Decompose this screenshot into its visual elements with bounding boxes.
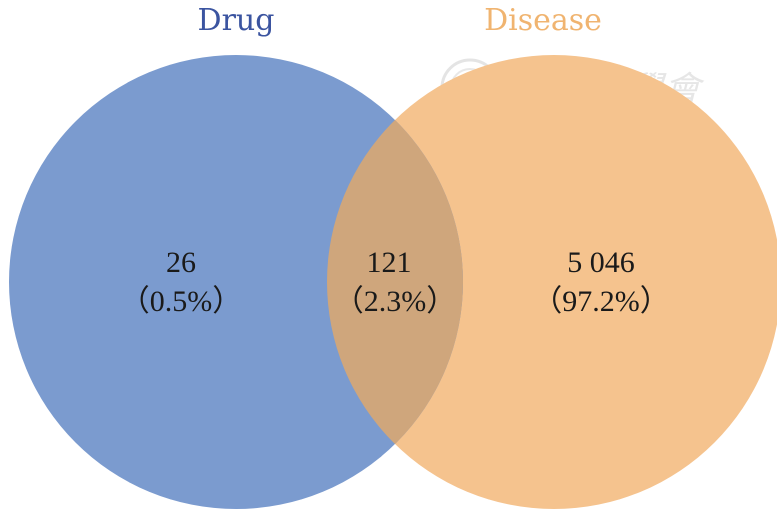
disease-set-label: Disease xyxy=(484,3,602,38)
disease-circle xyxy=(327,55,777,509)
drug-set-label: Drug xyxy=(198,3,275,38)
overlap-count: 121 xyxy=(367,246,412,279)
drug-only-count: 26 xyxy=(166,246,196,279)
overlap-percent: （2.3%） xyxy=(334,285,457,318)
drug-circle xyxy=(9,55,463,509)
disease-only-count: 5 046 xyxy=(567,246,635,279)
disease-only-percent: （97.2%） xyxy=(532,285,670,318)
drug-only-percent: （0.5%） xyxy=(120,285,243,318)
